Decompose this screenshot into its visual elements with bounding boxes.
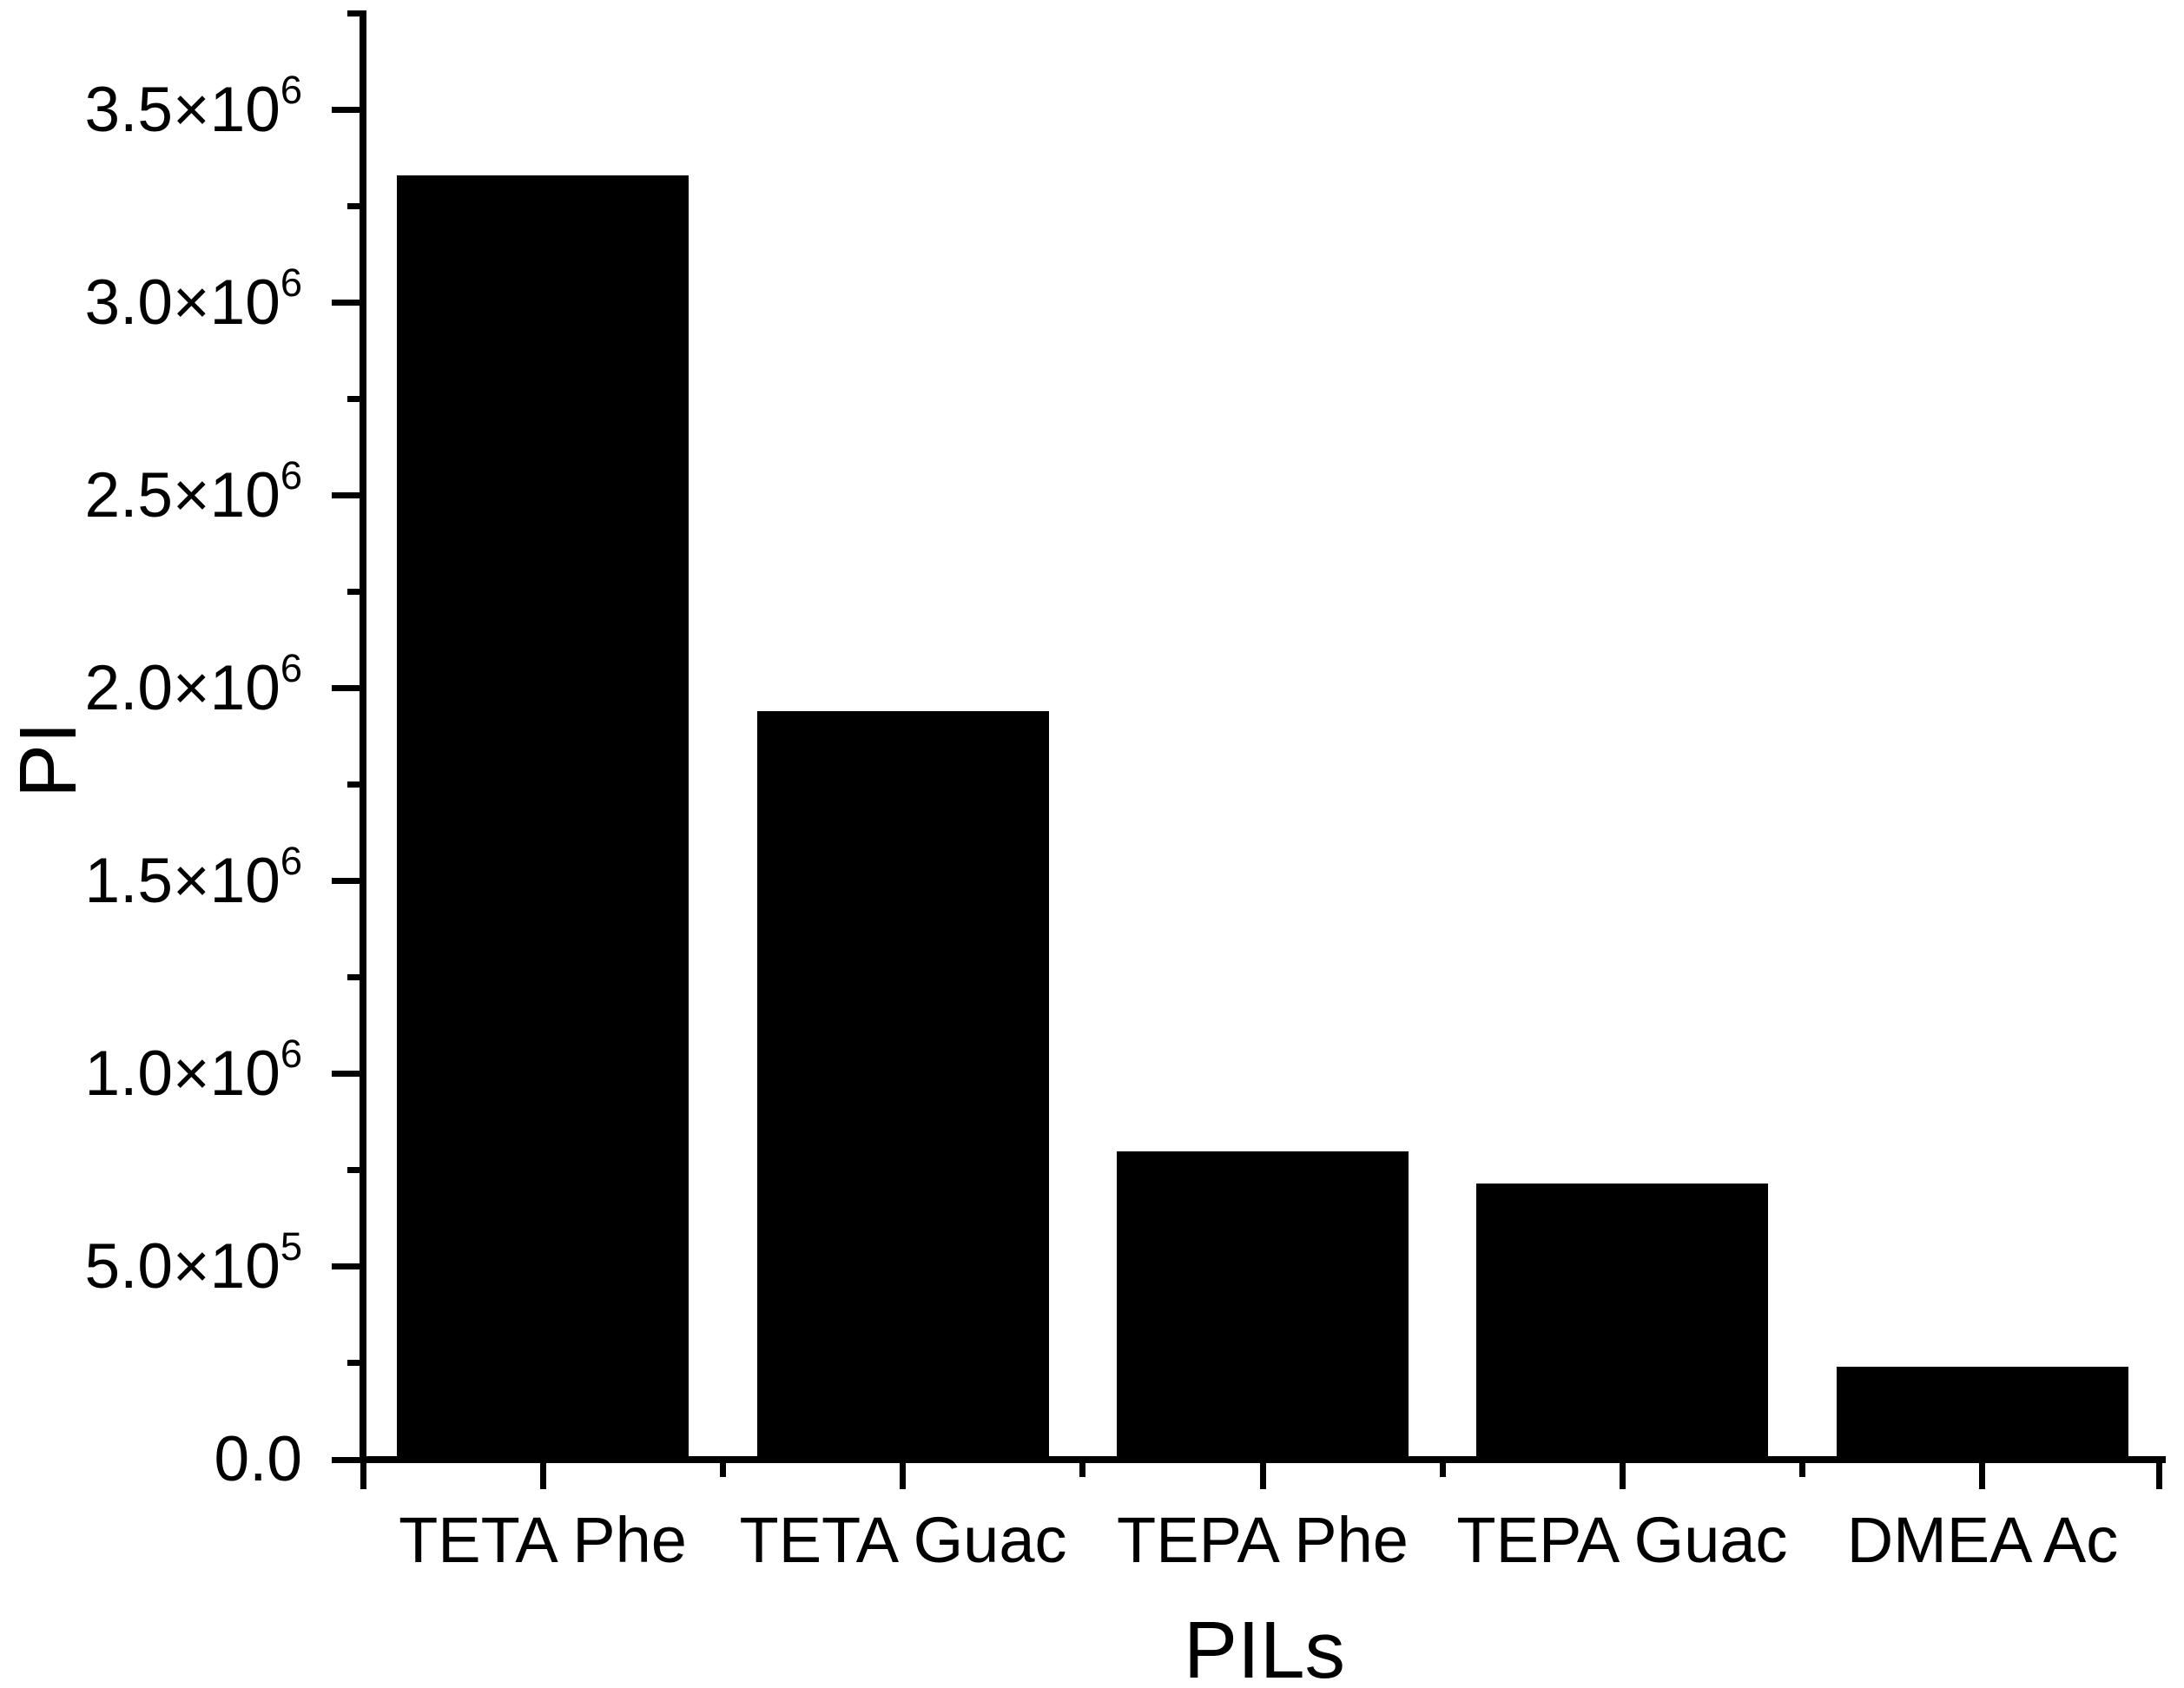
x-minor-tick — [1440, 1463, 1446, 1477]
exponent: 6 — [280, 68, 302, 113]
x-tick-label: DMEA Ac — [1846, 1504, 2119, 1576]
exponent: 6 — [280, 260, 302, 306]
y-minor-tick — [347, 10, 363, 16]
bar-dmea-ac — [1837, 1367, 2128, 1460]
x-major-tick — [1979, 1463, 1985, 1489]
x-tick-label: TETA Phe — [399, 1504, 687, 1576]
y-minor-tick — [347, 396, 363, 402]
exponent: 5 — [280, 1224, 302, 1269]
x-tick-label: TETA Guac — [739, 1504, 1067, 1576]
y-axis-title: PI — [3, 722, 93, 798]
y-major-tick — [332, 878, 363, 884]
y-tick-label: 3.5×106 — [84, 68, 302, 145]
y-minor-tick — [347, 203, 363, 209]
bar-teta-guac — [757, 711, 1049, 1460]
y-minor-tick — [347, 781, 363, 788]
x-minor-tick — [720, 1463, 726, 1477]
y-tick-label: 1.5×106 — [84, 839, 302, 916]
y-tick-label: 2.5×106 — [84, 453, 302, 531]
y-tick-label: 1.0×106 — [84, 1032, 302, 1109]
exponent: 6 — [280, 839, 302, 884]
y-major-tick — [332, 685, 363, 691]
x-axis-left-end-tick — [360, 1463, 366, 1489]
y-axis-line — [360, 10, 366, 1463]
x-minor-tick — [1799, 1463, 1805, 1477]
x-tick-label: TEPA Guac — [1456, 1504, 1788, 1576]
y-tick-label: 3.0×106 — [84, 260, 302, 338]
exponent: 6 — [280, 646, 302, 691]
y-minor-tick — [347, 589, 363, 595]
x-major-tick — [540, 1463, 546, 1489]
y-minor-tick — [347, 1360, 363, 1366]
y-minor-tick — [347, 1167, 363, 1173]
x-axis-right-end-tick — [2156, 1463, 2162, 1489]
y-major-tick — [332, 300, 363, 306]
exponent: 6 — [280, 453, 302, 498]
y-major-tick — [332, 492, 363, 498]
y-tick-label: 5.0×105 — [84, 1224, 302, 1302]
bar-tepa-phe — [1117, 1151, 1409, 1460]
y-minor-tick — [347, 974, 363, 980]
exponent: 6 — [280, 1032, 302, 1077]
bar-tepa-guac — [1476, 1184, 1768, 1460]
y-major-tick — [332, 1071, 363, 1077]
x-major-tick — [900, 1463, 906, 1489]
bar-teta-phe — [397, 175, 689, 1460]
x-axis-title: PILs — [1183, 1605, 1346, 1688]
y-major-tick — [332, 107, 363, 113]
y-major-tick — [332, 1457, 363, 1463]
x-minor-tick — [1079, 1463, 1085, 1477]
x-axis-line — [360, 1456, 2166, 1463]
x-major-tick — [1260, 1463, 1266, 1489]
y-tick-label: 2.0×106 — [84, 646, 302, 723]
x-major-tick — [1620, 1463, 1626, 1489]
y-tick-label: 0.0 — [214, 1424, 302, 1494]
y-major-tick — [332, 1263, 363, 1269]
x-tick-label: TEPA Phe — [1117, 1504, 1409, 1576]
